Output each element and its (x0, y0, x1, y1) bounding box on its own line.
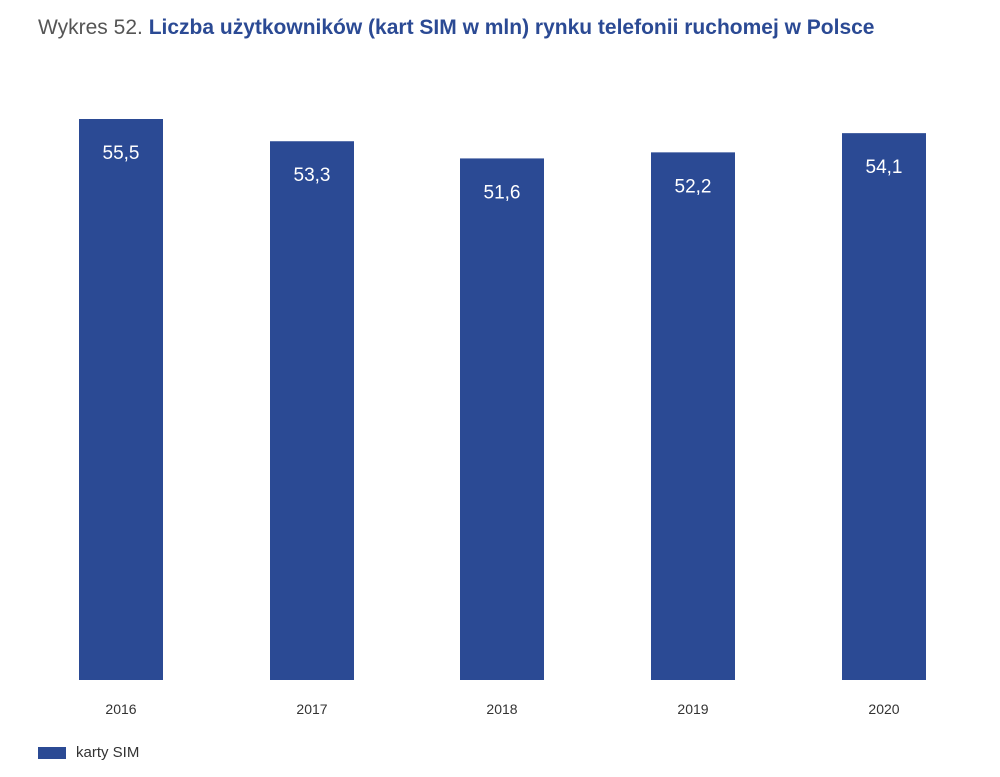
x-tick-label-2017: 2017 (296, 701, 327, 717)
chart-title: Wykres 52. Liczba użytkowników (kart SIM… (38, 14, 875, 42)
chart-title-main: Liczba użytkowników (kart SIM w mln) ryn… (148, 16, 875, 39)
bar-value-label-2017: 53,3 (294, 165, 331, 186)
legend-label: karty SIM (76, 744, 140, 761)
bar-value-label-2020: 54,1 (866, 157, 903, 178)
bar-2019 (651, 152, 735, 680)
bar-2018 (460, 158, 544, 680)
chart-title-prefix: Wykres 52. (38, 16, 143, 39)
x-tick-label-2016: 2016 (105, 701, 136, 717)
bar-value-label-2019: 52,2 (675, 176, 712, 197)
legend-swatch (38, 746, 66, 759)
bar-value-label-2016: 55,5 (103, 143, 140, 164)
x-tick-label-2020: 2020 (868, 701, 899, 717)
bar-2016 (79, 119, 163, 680)
legend: karty SIM (38, 744, 139, 761)
bar-value-label-2018: 51,6 (484, 182, 521, 203)
bar-2017 (270, 141, 354, 680)
bar-2020 (842, 133, 926, 680)
x-tick-label-2018: 2018 (486, 701, 517, 717)
x-tick-label-2019: 2019 (677, 701, 708, 717)
